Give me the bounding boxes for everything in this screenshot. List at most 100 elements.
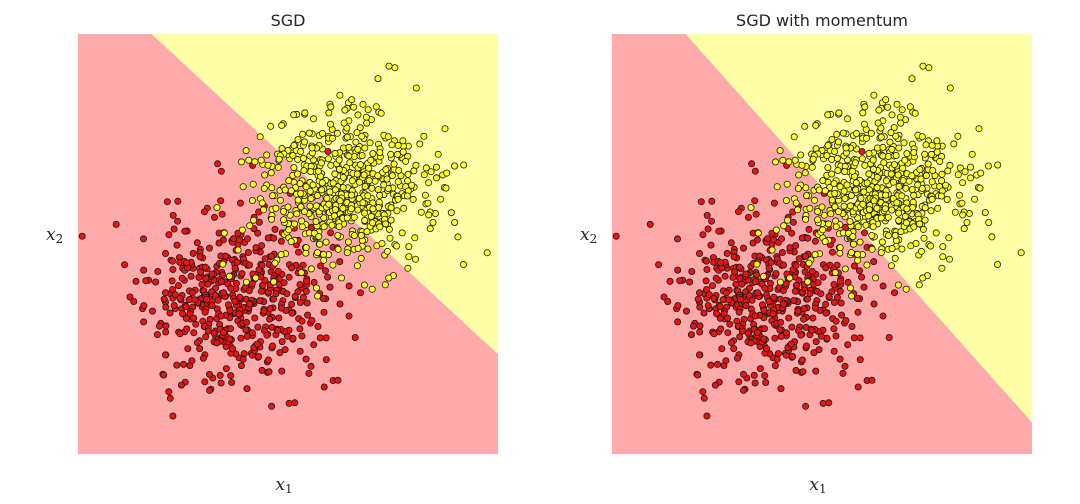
class-1-point	[892, 151, 900, 159]
class-1-point	[918, 133, 926, 141]
class-1-point	[339, 173, 347, 181]
class-1-point	[920, 234, 928, 242]
class-0-point	[879, 312, 887, 320]
class-1-point	[908, 75, 916, 83]
class-1-point	[841, 195, 849, 203]
class-1-point	[805, 259, 813, 267]
class-1-point	[900, 139, 908, 147]
class-1-point	[256, 133, 264, 141]
class-1-point	[877, 133, 885, 141]
class-0-point	[183, 325, 191, 333]
class-1-point	[786, 274, 794, 282]
class-0-point	[258, 261, 266, 269]
class-0-point	[788, 229, 796, 237]
class-0-point	[703, 257, 711, 265]
class-1-point	[427, 168, 435, 176]
class-1-point	[874, 119, 882, 127]
class-1-point	[424, 199, 432, 207]
class-1-point	[359, 199, 367, 207]
class-1-point	[354, 206, 362, 214]
class-1-point	[328, 221, 336, 229]
class-1-point	[901, 212, 909, 220]
class-0-point	[726, 320, 734, 328]
class-1-point	[330, 212, 338, 220]
class-1-point	[939, 253, 947, 261]
class-0-point	[314, 322, 322, 330]
class-1-point	[848, 292, 856, 300]
class-0-point	[778, 235, 786, 243]
class-0-point	[214, 296, 222, 304]
class-0-point	[201, 378, 209, 386]
scatter-points	[78, 62, 491, 420]
class-0-point	[299, 293, 307, 301]
class-1-point	[293, 210, 301, 218]
class-0-point	[795, 255, 803, 263]
class-1-point	[879, 143, 887, 151]
class-0-point	[853, 294, 861, 302]
class-1-point	[280, 207, 288, 215]
class-0-point	[182, 314, 190, 322]
class-1-point	[320, 250, 328, 258]
class-1-point	[895, 216, 903, 224]
class-1-point	[318, 179, 326, 187]
class-1-point	[278, 121, 286, 129]
class-1-point	[267, 169, 275, 177]
class-0-point	[808, 326, 816, 334]
class-0-point	[205, 370, 213, 378]
class-0-point	[280, 279, 288, 287]
class-1-point	[318, 129, 326, 137]
class-0-point	[288, 264, 296, 272]
class-0-point	[181, 227, 189, 235]
class-1-point	[300, 208, 308, 216]
class-0-point	[217, 278, 225, 286]
class-0-point	[716, 303, 724, 311]
class-1-point	[442, 184, 450, 192]
class-1-point	[869, 223, 877, 231]
class-0-point	[248, 329, 256, 337]
class-1-point	[410, 167, 418, 175]
class-0-point	[236, 199, 244, 207]
class-0-point	[226, 306, 234, 314]
class-0-point	[302, 277, 310, 285]
class-1-point	[394, 141, 402, 149]
class-0-point	[187, 272, 195, 280]
class-0-point	[242, 326, 250, 334]
class-1-point	[325, 200, 333, 208]
class-1-point	[854, 250, 862, 258]
class-0-point	[281, 346, 289, 354]
class-0-point	[140, 266, 148, 274]
class-0-point	[777, 332, 785, 340]
class-1-point	[824, 141, 832, 149]
class-1-point	[873, 184, 881, 192]
class-1-point	[819, 226, 827, 234]
class-1-point	[353, 170, 361, 178]
class-0-point	[199, 354, 207, 362]
class-0-point	[674, 318, 682, 326]
class-1-point	[459, 260, 467, 268]
class-1-point	[329, 179, 337, 187]
class-1-point	[844, 115, 852, 123]
class-0-point	[655, 261, 663, 269]
class-0-point	[868, 376, 876, 384]
class-1-point	[852, 186, 860, 194]
class-0-point	[765, 264, 773, 272]
class-0-point	[856, 356, 864, 364]
class-1-point	[994, 161, 1002, 169]
class-0-point	[239, 355, 247, 363]
sgd-with-momentum-panel: SGD with momentum x1 x2	[580, 11, 1032, 496]
class-0-point	[725, 296, 733, 304]
class-1-point	[356, 161, 364, 169]
class-0-point	[848, 322, 856, 330]
class-0-point	[270, 234, 278, 242]
class-1-point	[242, 147, 250, 155]
class-1-point	[285, 177, 293, 185]
class-1-point	[447, 209, 455, 217]
class-1-point	[363, 228, 371, 236]
class-1-point	[884, 213, 892, 221]
class-1-point	[862, 221, 870, 229]
class-1-point	[393, 150, 401, 158]
class-1-point	[358, 132, 366, 140]
class-0-point	[769, 310, 777, 318]
class-1-point	[460, 161, 468, 169]
class-0-point	[735, 208, 743, 216]
